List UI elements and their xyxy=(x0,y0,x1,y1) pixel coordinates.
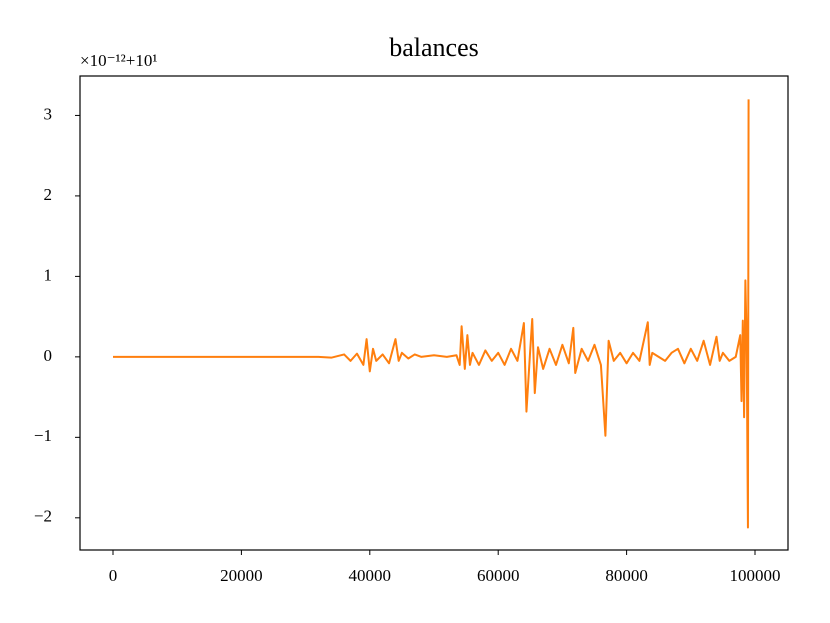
plot-frame xyxy=(79,75,789,551)
chart-title: balances xyxy=(389,33,479,62)
x-tick-label: 60000 xyxy=(477,566,520,585)
y-tick-label: −1 xyxy=(34,426,52,445)
y-tick-label: −2 xyxy=(34,507,52,526)
x-tick-label: 0 xyxy=(109,566,118,585)
y-tick-label: 3 xyxy=(44,104,53,123)
offset-text: ×10⁻¹²+10¹ xyxy=(80,51,157,70)
x-tick-label: 20000 xyxy=(220,566,263,585)
x-tick-label: 80000 xyxy=(605,566,648,585)
x-tick-label: 40000 xyxy=(349,566,392,585)
y-tick-label: 0 xyxy=(44,346,53,365)
data-line xyxy=(113,99,750,529)
y-tick-label: 2 xyxy=(44,185,53,204)
x-tick-label: 100000 xyxy=(730,566,781,585)
y-tick-label: 1 xyxy=(44,265,53,284)
